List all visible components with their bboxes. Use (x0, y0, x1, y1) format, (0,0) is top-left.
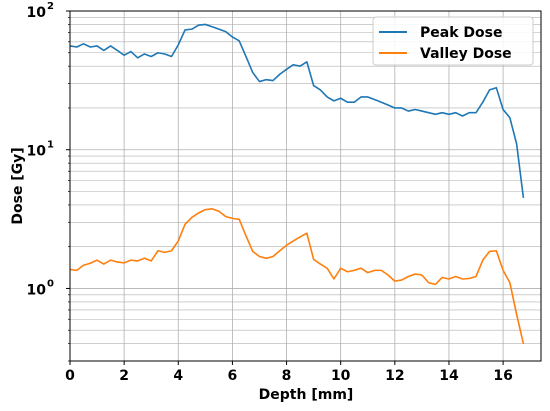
x-tick-label: 0 (65, 368, 75, 384)
y-tick-exponent: 1 (47, 140, 54, 151)
series-lines (69, 23, 525, 344)
legend-box (372, 16, 534, 66)
y-tick-base: 10 (27, 282, 47, 298)
y-tick-label: 10 2 (27, 1, 54, 21)
legend-label: Peak Dose (420, 25, 502, 41)
x-tick-label: 8 (282, 368, 292, 384)
x-tick-label: 14 (439, 368, 459, 384)
series-line-valley-dose (69, 208, 525, 344)
y-tick-exponent: 2 (47, 1, 54, 12)
y-tick-label: 10 1 (27, 140, 54, 160)
y-tick-exponent: 0 (47, 278, 54, 289)
y-tick-base: 10 (27, 5, 47, 21)
x-tick-label: 12 (385, 368, 404, 384)
y-axis-label: Dose [Gy] (10, 147, 26, 224)
x-tick-label: 6 (228, 368, 238, 384)
y-tick-base: 10 (27, 144, 47, 160)
legend-label: Valley Dose (420, 46, 512, 62)
legend: Peak Dose Valley Dose (372, 16, 534, 66)
series-line-peak-dose (69, 23, 525, 198)
x-axis-label: Depth [mm] (259, 387, 354, 403)
grid-lines (69, 10, 541, 362)
y-tick-label: 10 0 (27, 278, 54, 298)
x-tick-label: 2 (119, 368, 129, 384)
plot-area-frame (69, 10, 542, 362)
x-tick-label: 4 (173, 368, 183, 384)
x-tick-label: 16 (493, 368, 512, 384)
x-tick-label: 10 (331, 368, 351, 384)
